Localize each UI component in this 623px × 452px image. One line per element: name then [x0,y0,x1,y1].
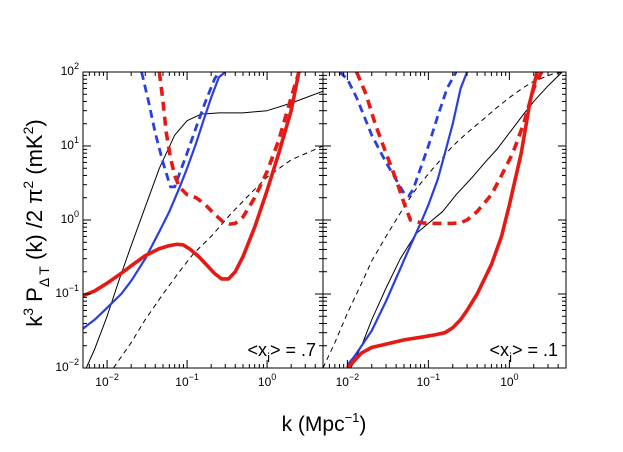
y-tick-label: 10−1 [55,283,79,300]
series-line-blue-solid [346,72,469,366]
left-panel: 10−2 10−1 100 10−2 10−1 100 101 102 <xi> = .7 [55,61,324,389]
x-tick-label: 10−2 [336,372,360,389]
series-line-red-dashed [354,72,544,226]
y-tick-label: 102 [61,61,79,78]
series-line-signal-thin-solid [85,90,323,368]
y-tick-label: 10−2 [55,357,79,374]
ionization-annotation: <xi> = .7 [248,340,316,365]
ionization-annotation: <xi> = .1 [490,340,558,365]
series-group [83,72,323,368]
series-line-red-solid [346,72,539,368]
plot-frame [322,71,567,369]
series-line-blue-solid [83,72,226,330]
series-line-red-dashed [157,72,301,226]
series-line-blue-dashed [140,72,221,189]
y-tick-label: 100 [61,209,79,226]
right-panel: 10−2 10−1 100 <xi> = .1 [322,71,567,389]
series-group [323,72,566,368]
series-line-signal-thin-dashed [323,72,566,368]
series-line-red-solid [83,72,301,298]
x-tick-label: 10−1 [417,372,441,389]
x-tick-label: 10−2 [95,372,119,389]
x-tick-label: 10−1 [175,372,199,389]
x-tick-label: 100 [500,372,518,389]
x-tick-label: 100 [258,372,276,389]
y-tick-label: 101 [61,135,79,152]
y-axis-title: k3 PΔ T (k) /2 π2 (mK2) [20,119,52,327]
series-line-blue-dashed [338,72,458,198]
x-axis-title: k (Mpc−1) [282,410,367,436]
